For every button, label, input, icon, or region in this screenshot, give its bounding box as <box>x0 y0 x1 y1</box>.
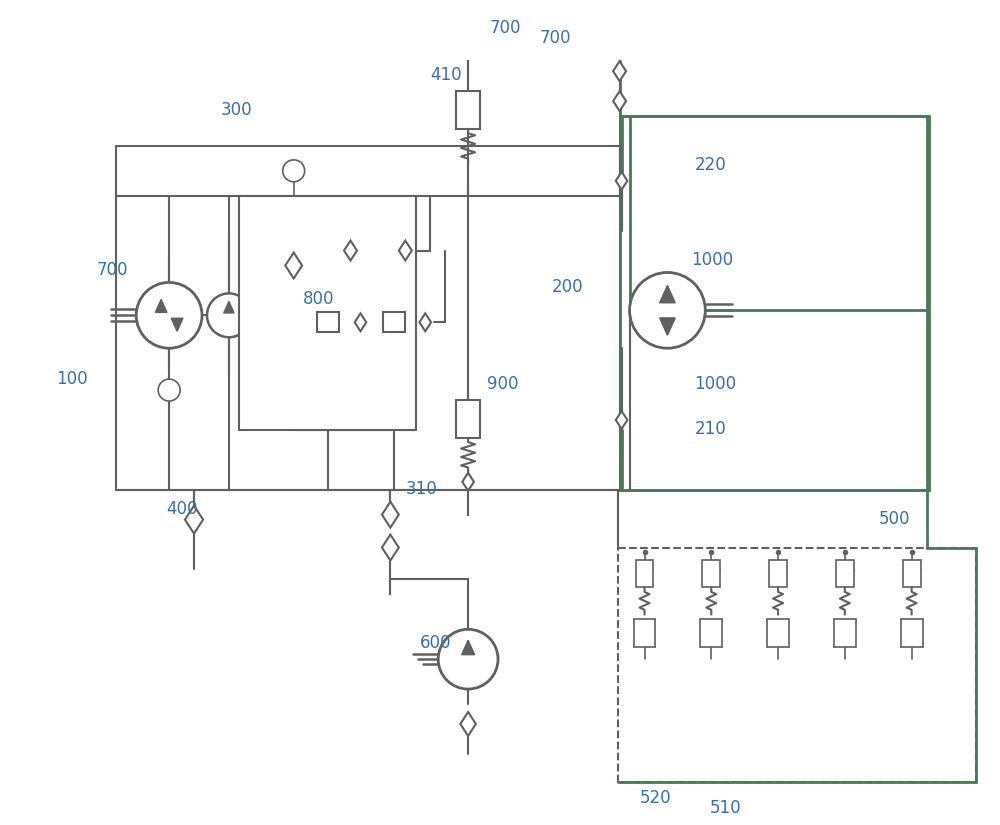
Bar <box>769 559 787 587</box>
Polygon shape <box>382 502 399 528</box>
Bar <box>634 620 655 647</box>
Bar <box>834 620 856 647</box>
Polygon shape <box>399 241 412 261</box>
Polygon shape <box>419 314 431 332</box>
Bar <box>700 620 722 647</box>
Polygon shape <box>355 314 366 332</box>
Text: 220: 220 <box>694 156 726 174</box>
Polygon shape <box>613 61 626 81</box>
Polygon shape <box>613 91 626 111</box>
Text: 410: 410 <box>430 66 462 84</box>
Bar <box>702 559 720 587</box>
Bar <box>383 313 405 332</box>
Polygon shape <box>344 241 357 261</box>
Bar <box>836 559 854 587</box>
Polygon shape <box>462 473 474 491</box>
Polygon shape <box>462 640 475 655</box>
Text: 700: 700 <box>96 261 128 279</box>
Bar <box>767 620 789 647</box>
Bar <box>901 620 923 647</box>
Text: 200: 200 <box>552 279 583 296</box>
Circle shape <box>136 282 202 348</box>
Bar <box>116 146 620 490</box>
Bar <box>456 91 480 129</box>
Bar <box>618 548 976 782</box>
Polygon shape <box>185 506 203 534</box>
Bar <box>636 559 653 587</box>
Polygon shape <box>285 252 302 279</box>
Text: 100: 100 <box>56 370 88 388</box>
Text: 520: 520 <box>640 789 671 807</box>
Circle shape <box>438 629 498 689</box>
Bar <box>317 313 339 332</box>
Circle shape <box>158 380 180 401</box>
Text: 700: 700 <box>490 19 522 37</box>
Text: 310: 310 <box>405 480 437 497</box>
Circle shape <box>207 294 251 337</box>
Text: 500: 500 <box>879 510 910 528</box>
Text: 210: 210 <box>694 420 726 438</box>
Bar <box>620 116 929 490</box>
Text: 600: 600 <box>420 634 452 653</box>
Polygon shape <box>224 301 234 313</box>
Text: 1000: 1000 <box>694 375 736 394</box>
Text: 510: 510 <box>709 799 741 817</box>
Text: 400: 400 <box>166 500 198 518</box>
Polygon shape <box>382 535 399 560</box>
Polygon shape <box>660 285 675 303</box>
Text: 300: 300 <box>221 101 253 119</box>
Text: 900: 900 <box>487 375 519 394</box>
Bar <box>456 400 480 438</box>
Polygon shape <box>171 318 183 332</box>
Circle shape <box>630 272 705 348</box>
Polygon shape <box>660 318 675 335</box>
Polygon shape <box>460 712 476 736</box>
Bar <box>239 196 416 430</box>
Text: 800: 800 <box>303 290 334 309</box>
Circle shape <box>283 160 305 182</box>
Text: 1000: 1000 <box>691 251 733 269</box>
Polygon shape <box>155 299 167 313</box>
Polygon shape <box>616 172 627 190</box>
Text: 700: 700 <box>540 30 571 47</box>
Bar <box>903 559 921 587</box>
Polygon shape <box>616 411 627 429</box>
